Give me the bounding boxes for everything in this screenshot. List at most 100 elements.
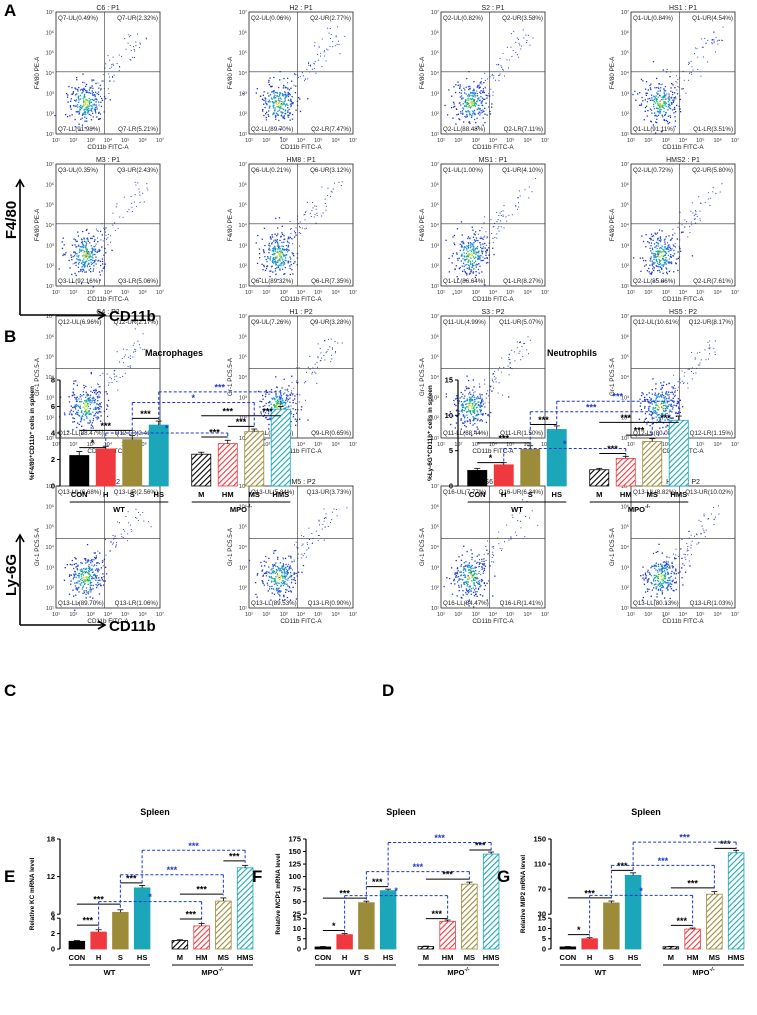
event-dot xyxy=(130,35,132,37)
event-dot xyxy=(642,80,644,82)
event-dot xyxy=(451,262,453,264)
event-dot xyxy=(269,588,271,590)
y-tick-label: 10⁶ xyxy=(431,29,439,36)
event-dot xyxy=(466,589,468,591)
event-dot xyxy=(267,114,269,116)
event-dot xyxy=(86,395,88,397)
event-dot xyxy=(479,559,480,561)
event-dot xyxy=(465,570,467,572)
y-tick-label: 10⁴ xyxy=(621,70,630,77)
event-dot xyxy=(84,265,86,267)
event-dot xyxy=(654,577,656,579)
event-dot xyxy=(477,233,479,235)
event-dot xyxy=(89,567,91,570)
event-dot xyxy=(284,404,286,406)
event-dot xyxy=(477,240,479,242)
event-dot xyxy=(78,110,80,112)
event-dot xyxy=(276,235,278,237)
event-dot xyxy=(634,90,636,93)
event-dot xyxy=(101,579,104,581)
event-dot xyxy=(281,387,283,389)
event-dot xyxy=(276,584,279,586)
event-dot xyxy=(493,75,495,77)
event-dot xyxy=(688,61,690,63)
event-dot xyxy=(473,570,475,572)
event-dot xyxy=(280,590,282,592)
event-dot xyxy=(85,260,87,263)
event-dot xyxy=(282,101,284,103)
event-dot xyxy=(80,578,82,581)
event-dot xyxy=(100,88,102,90)
event-dot xyxy=(663,397,665,399)
event-dot xyxy=(670,249,672,251)
quadrant-ll-label: Q12-LL(88.47%) xyxy=(58,430,104,437)
event-dot xyxy=(82,261,84,263)
event-dot xyxy=(275,256,277,258)
event-dot xyxy=(265,116,267,119)
event-dot xyxy=(713,32,715,34)
x-tick-label: 10⁴ xyxy=(297,441,306,448)
event-dot xyxy=(88,256,90,259)
event-dot xyxy=(96,587,98,589)
event-dot xyxy=(290,263,292,266)
event-dot xyxy=(654,115,656,117)
event-dot xyxy=(458,578,461,580)
event-dot xyxy=(273,258,275,260)
event-dot xyxy=(92,286,94,288)
event-dot xyxy=(699,351,701,353)
event-dot xyxy=(657,415,659,417)
event-dot xyxy=(655,257,657,259)
event-dot xyxy=(464,389,466,392)
event-dot xyxy=(89,92,91,94)
event-dot xyxy=(471,576,473,578)
event-dot xyxy=(97,91,99,93)
event-dot xyxy=(457,259,459,261)
event-dot xyxy=(273,252,275,254)
event-dot xyxy=(120,533,122,535)
event-dot xyxy=(68,85,70,88)
event-dot xyxy=(122,216,124,218)
event-dot xyxy=(659,251,661,253)
event-dot xyxy=(517,520,519,522)
event-dot xyxy=(261,238,263,240)
event-dot xyxy=(467,242,469,244)
y-tick-label: 10³ xyxy=(239,91,247,97)
event-dot xyxy=(286,249,288,251)
event-dot xyxy=(289,587,291,589)
event-dot xyxy=(709,353,711,355)
quadrant-lr-label: Q16-LR(1.41%) xyxy=(500,600,543,607)
event-dot xyxy=(322,212,324,214)
event-dot xyxy=(680,232,682,234)
quadrant-ur-label: Q13-UR(2.56%) xyxy=(114,489,158,496)
event-dot xyxy=(508,354,510,356)
event-dot xyxy=(78,101,80,103)
event-dot xyxy=(476,108,478,111)
event-dot xyxy=(665,407,668,409)
event-dot xyxy=(652,412,654,414)
event-dot xyxy=(672,244,674,246)
event-dot xyxy=(70,574,72,576)
event-dot xyxy=(292,402,294,404)
event-dot xyxy=(84,104,87,106)
event-dot xyxy=(331,191,333,193)
event-dot xyxy=(653,103,655,106)
event-dot xyxy=(504,541,505,543)
event-dot xyxy=(658,413,660,416)
event-dot xyxy=(291,578,293,581)
event-dot xyxy=(99,391,101,392)
x-tick-label: 10⁵ xyxy=(314,289,322,296)
event-dot xyxy=(316,215,318,216)
event-dot xyxy=(445,393,447,395)
event-dot xyxy=(99,375,101,376)
event-dot xyxy=(273,240,275,242)
event-dot xyxy=(475,403,478,405)
event-dot xyxy=(661,99,663,101)
event-dot xyxy=(651,583,653,585)
event-dot xyxy=(281,262,283,264)
event-dot xyxy=(491,106,493,108)
event-dot xyxy=(89,576,91,578)
event-dot xyxy=(467,103,469,105)
event-dot xyxy=(91,247,93,249)
event-dot xyxy=(657,93,659,95)
